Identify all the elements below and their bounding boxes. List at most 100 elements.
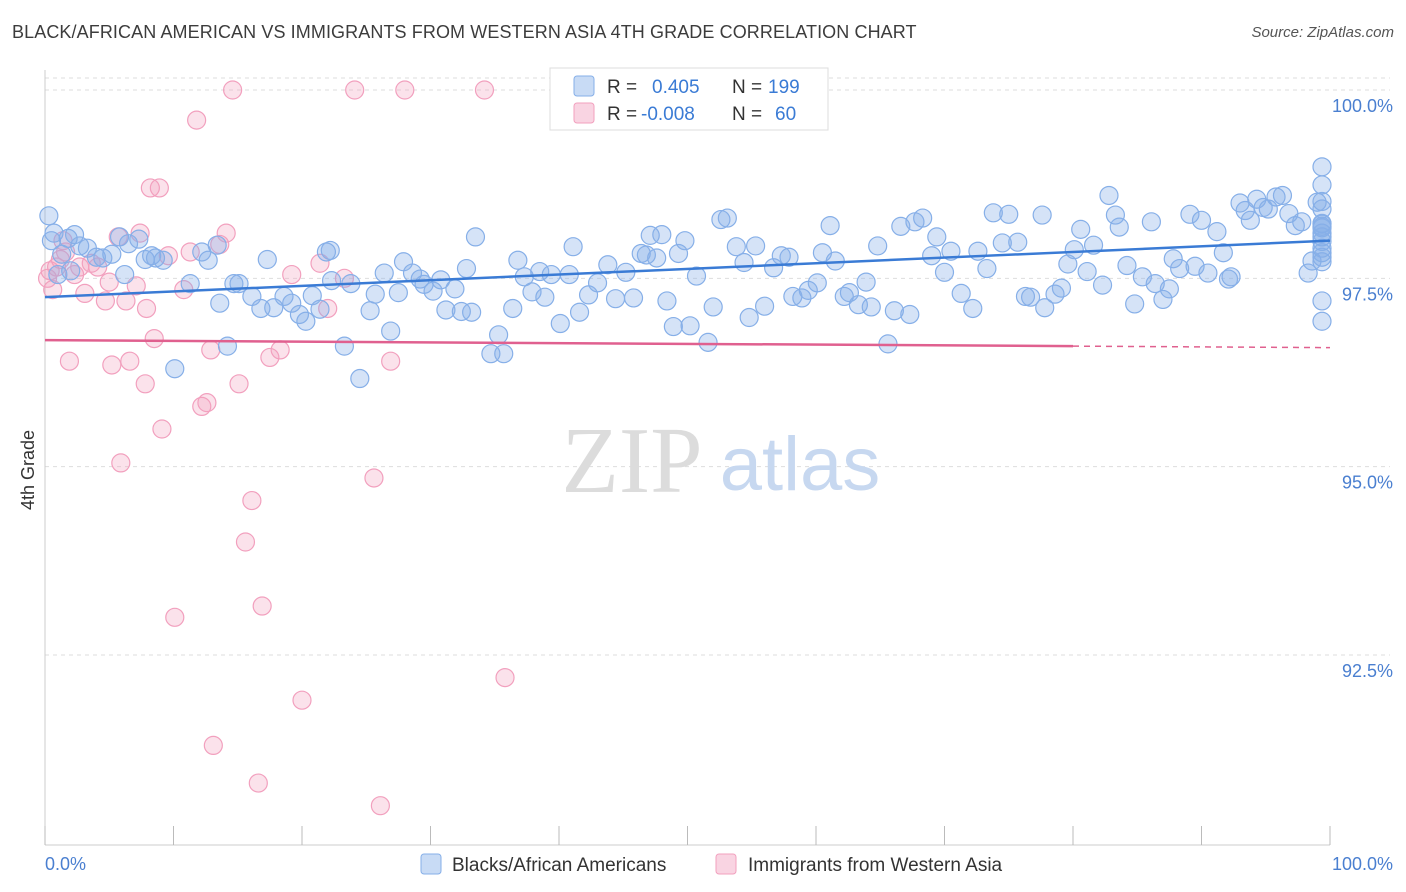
blue-point-39 — [321, 270, 342, 291]
bottom-legend: Blacks/African Americans Immigrants from… — [420, 853, 1003, 876]
blue-point-115 — [868, 236, 888, 256]
pink-point-12 — [102, 355, 122, 375]
blue-point-150 — [1125, 294, 1145, 314]
blue-point-62 — [494, 344, 514, 364]
blue-point-98 — [746, 236, 766, 256]
x-tick-label-0: 0.0% — [45, 854, 86, 874]
pink-point-22 — [144, 329, 164, 349]
y-tick-label-1: 95.0% — [1342, 473, 1393, 493]
pink-point-29 — [187, 110, 207, 130]
pink-point-55 — [495, 667, 515, 688]
blue-point-52 — [423, 281, 443, 301]
trend-line-blue — [44, 239, 1331, 299]
blue-point-140 — [1058, 254, 1078, 274]
pink-point-19 — [135, 374, 155, 394]
bottom-legend-label-blue: Blacks/African Americans — [452, 855, 666, 876]
pink-point-16 — [120, 351, 140, 371]
blue-point-147 — [1105, 205, 1126, 225]
legend-box: R = 0.405 N = 199 R = -0.008 N = 60 — [549, 67, 829, 131]
axes — [44, 70, 1331, 846]
pink-point-7 — [75, 283, 95, 303]
blue-point-168 — [1240, 210, 1260, 230]
legend-n-value-1: 199 — [768, 77, 800, 98]
blue-point-141 — [1064, 240, 1084, 260]
bottom-legend-label-pink: Immigrants from Western Asia — [748, 855, 1003, 876]
pink-point-44 — [282, 264, 302, 285]
blue-point-12 — [118, 234, 139, 254]
pink-point-10 — [95, 291, 115, 311]
blue-point-178 — [1302, 251, 1322, 271]
blue-point-56 — [451, 301, 471, 322]
blue-point-177 — [1298, 263, 1318, 283]
blue-point-55 — [445, 279, 465, 299]
pink-point-53 — [395, 80, 415, 100]
blue-point-86 — [663, 316, 683, 337]
trend-lines — [44, 239, 1331, 349]
y-tick-labels: 92.5% 95.0% 97.5% 100.0% — [1332, 96, 1393, 681]
blue-point-152 — [1141, 212, 1161, 232]
pink-point-52 — [381, 351, 401, 371]
blue-point-72 — [563, 237, 583, 257]
blue-point-191 — [1312, 157, 1332, 177]
blue-point-40 — [334, 336, 355, 356]
blue-point-133 — [1008, 232, 1028, 252]
blue-point-64 — [508, 250, 528, 270]
blue-point-192 — [1312, 175, 1332, 195]
pink-point-41 — [252, 596, 272, 616]
trend-line-pink — [44, 338, 1074, 348]
pink-point-50 — [364, 468, 384, 488]
blue-point-113 — [856, 272, 876, 292]
pink-point-30 — [192, 396, 212, 416]
blue-point-77 — [605, 289, 626, 309]
pink-point-20 — [136, 298, 157, 319]
blue-point-145 — [1092, 275, 1113, 295]
blue-point-59 — [465, 227, 486, 247]
pink-point-46 — [310, 253, 330, 273]
blue-point-70 — [550, 313, 570, 334]
blue-point-162 — [1207, 222, 1227, 242]
legend-n-label-2: N = — [732, 104, 762, 125]
trend-line-pink-dashed — [1072, 345, 1331, 349]
blue-point-130 — [983, 203, 1003, 223]
blue-point-156 — [1163, 249, 1183, 269]
blue-point-23 — [210, 293, 230, 313]
blue-point-118 — [891, 216, 911, 236]
blue-point-155 — [1159, 279, 1179, 299]
blue-point-172 — [1266, 187, 1286, 207]
blue-point-18 — [165, 359, 185, 379]
blue-point-17 — [153, 250, 173, 270]
legend-r-label-2: R = — [607, 104, 637, 125]
blue-point-92 — [703, 297, 723, 317]
pink-point-32 — [201, 340, 221, 360]
blue-point-93 — [711, 209, 731, 230]
x-tick-label-1: 100.0% — [1332, 854, 1393, 874]
pink-point-57 — [37, 268, 58, 288]
series-immigrants-western-asia — [37, 80, 795, 816]
legend-r-value-2: -0.008 — [641, 104, 695, 125]
blue-point-76 — [598, 255, 618, 275]
blue-point-42 — [350, 368, 370, 389]
blue-point-108 — [820, 216, 840, 236]
grid-lines — [45, 77, 1390, 656]
pink-point-9 — [88, 257, 108, 277]
blue-point-32 — [282, 293, 302, 313]
pink-point-37 — [229, 374, 249, 394]
blue-point-114 — [861, 297, 881, 317]
blue-point-19 — [180, 274, 200, 294]
pink-point-47 — [318, 298, 338, 319]
pink-point-39 — [242, 490, 262, 511]
blue-point-135 — [1020, 287, 1041, 307]
pink-point-31 — [197, 393, 217, 413]
blue-point-13 — [129, 229, 149, 249]
blue-point-63 — [503, 298, 523, 319]
blue-point-198 — [48, 264, 68, 285]
blue-point-196 — [1312, 252, 1332, 272]
blue-point-91 — [698, 332, 718, 352]
y-tick-label-2: 97.5% — [1342, 284, 1393, 304]
blue-point-173 — [1272, 185, 1293, 206]
pink-point-42 — [260, 347, 280, 368]
pink-point-26 — [165, 607, 185, 627]
blue-point-121 — [913, 208, 933, 228]
legend-n-label-1: N = — [732, 77, 762, 98]
